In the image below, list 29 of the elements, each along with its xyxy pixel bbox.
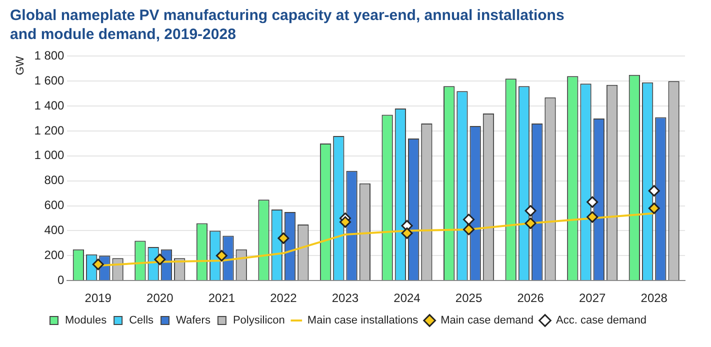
x-tick-label: 2020 xyxy=(146,291,174,306)
legend-label: Main case demand xyxy=(440,314,534,327)
legend-label: Wafers xyxy=(176,314,211,327)
y-tick-label: 200 xyxy=(44,248,65,262)
y-tick-label: 400 xyxy=(44,223,65,238)
x-tick-label: 2021 xyxy=(208,291,236,306)
x-tick-label: 2028 xyxy=(640,291,668,306)
x-tick-label: 2022 xyxy=(270,291,298,306)
y-axis-title: GW xyxy=(14,56,27,76)
x-tick-label: 2019 xyxy=(84,291,112,306)
y-tick-label: 600 xyxy=(44,198,65,212)
y-tick-label: 0 xyxy=(58,272,65,287)
legend-label: Acc. case demand xyxy=(556,314,647,327)
x-tick-label: 2023 xyxy=(332,291,359,306)
legend-label: Polysilicon xyxy=(232,314,285,327)
legend-label: Cells xyxy=(129,314,154,327)
y-tick-label: 1 800 xyxy=(34,48,65,63)
chart-title: Global nameplate PV manufacturing capacity at year-end, annual installations and module demand, 2019-2028 xyxy=(9,6,566,45)
y-tick-label: 1 600 xyxy=(34,73,65,88)
y-tick-label: 1 200 xyxy=(34,123,65,138)
y-tick-label: 1 000 xyxy=(34,148,65,162)
x-tick-label: 2026 xyxy=(517,291,544,306)
x-tick-label: 2024 xyxy=(394,291,421,306)
x-tick-label: 2027 xyxy=(578,291,606,306)
legend-label: Main case installations xyxy=(307,314,419,327)
x-tick-label: 2025 xyxy=(455,291,482,306)
y-tick-label: 1 400 xyxy=(34,98,65,112)
y-tick-label: 800 xyxy=(44,173,65,188)
legend-label: Modules xyxy=(64,314,108,327)
